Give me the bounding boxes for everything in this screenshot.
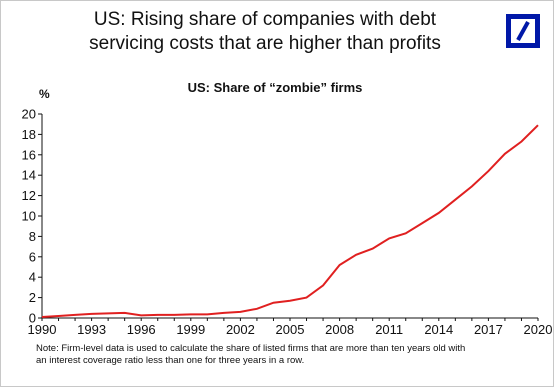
y-tick-label: 16 [22,147,36,162]
y-tick-label: 18 [22,127,36,142]
x-axis-ticks: 1990 1993 1996 1999 2002 2005 2008 2011 2014 2017… [28,318,553,337]
x-tick-label: 2005 [276,322,305,337]
x-tick-label: 1993 [77,322,106,337]
footnote-line-2: an interest coverage ratio less than one… [36,355,305,366]
y-unit-label: % [39,87,50,101]
x-tick-label: 1996 [127,322,156,337]
y-tick-label: 10 [22,209,36,224]
x-tick-label: 1999 [176,322,205,337]
deutsche-bank-logo-icon [506,14,540,48]
y-axis-ticks: 0 2 4 6 8 10 12 14 16 18 20 [22,107,42,326]
y-tick-label: 8 [29,229,36,244]
x-tick-label: 2014 [424,322,453,337]
y-tick-label: 14 [22,168,36,183]
x-tick-label: 2017 [474,322,503,337]
x-tick-label: 1990 [28,322,57,337]
y-tick-label: 20 [22,107,36,122]
y-tick-label: 6 [29,249,36,264]
x-tick-label: 2011 [375,322,403,337]
y-tick-label: 0 [29,311,36,326]
headline-line-2: servicing costs that are higher than pro… [89,33,441,54]
footnote-line-1: Note: Firm-level data is used to calcula… [36,343,466,354]
axes [41,114,538,319]
x-tick-label: 2002 [226,322,255,337]
x-tick-label: 2008 [325,322,354,337]
series-line [41,124,539,318]
chart-title: US: Share of “zombie” firms [188,80,363,95]
x-tick-label: 2020 [524,322,553,337]
y-tick-label: 2 [29,290,36,305]
headline-line-1: US: Rising share of companies with debt [93,9,437,30]
footnote: Note: Firm-level data is used to calcula… [36,343,550,367]
y-tick-label: 4 [29,270,36,285]
headline: US: Rising share of companies with debt … [40,8,490,56]
y-tick-label: 12 [22,188,36,203]
